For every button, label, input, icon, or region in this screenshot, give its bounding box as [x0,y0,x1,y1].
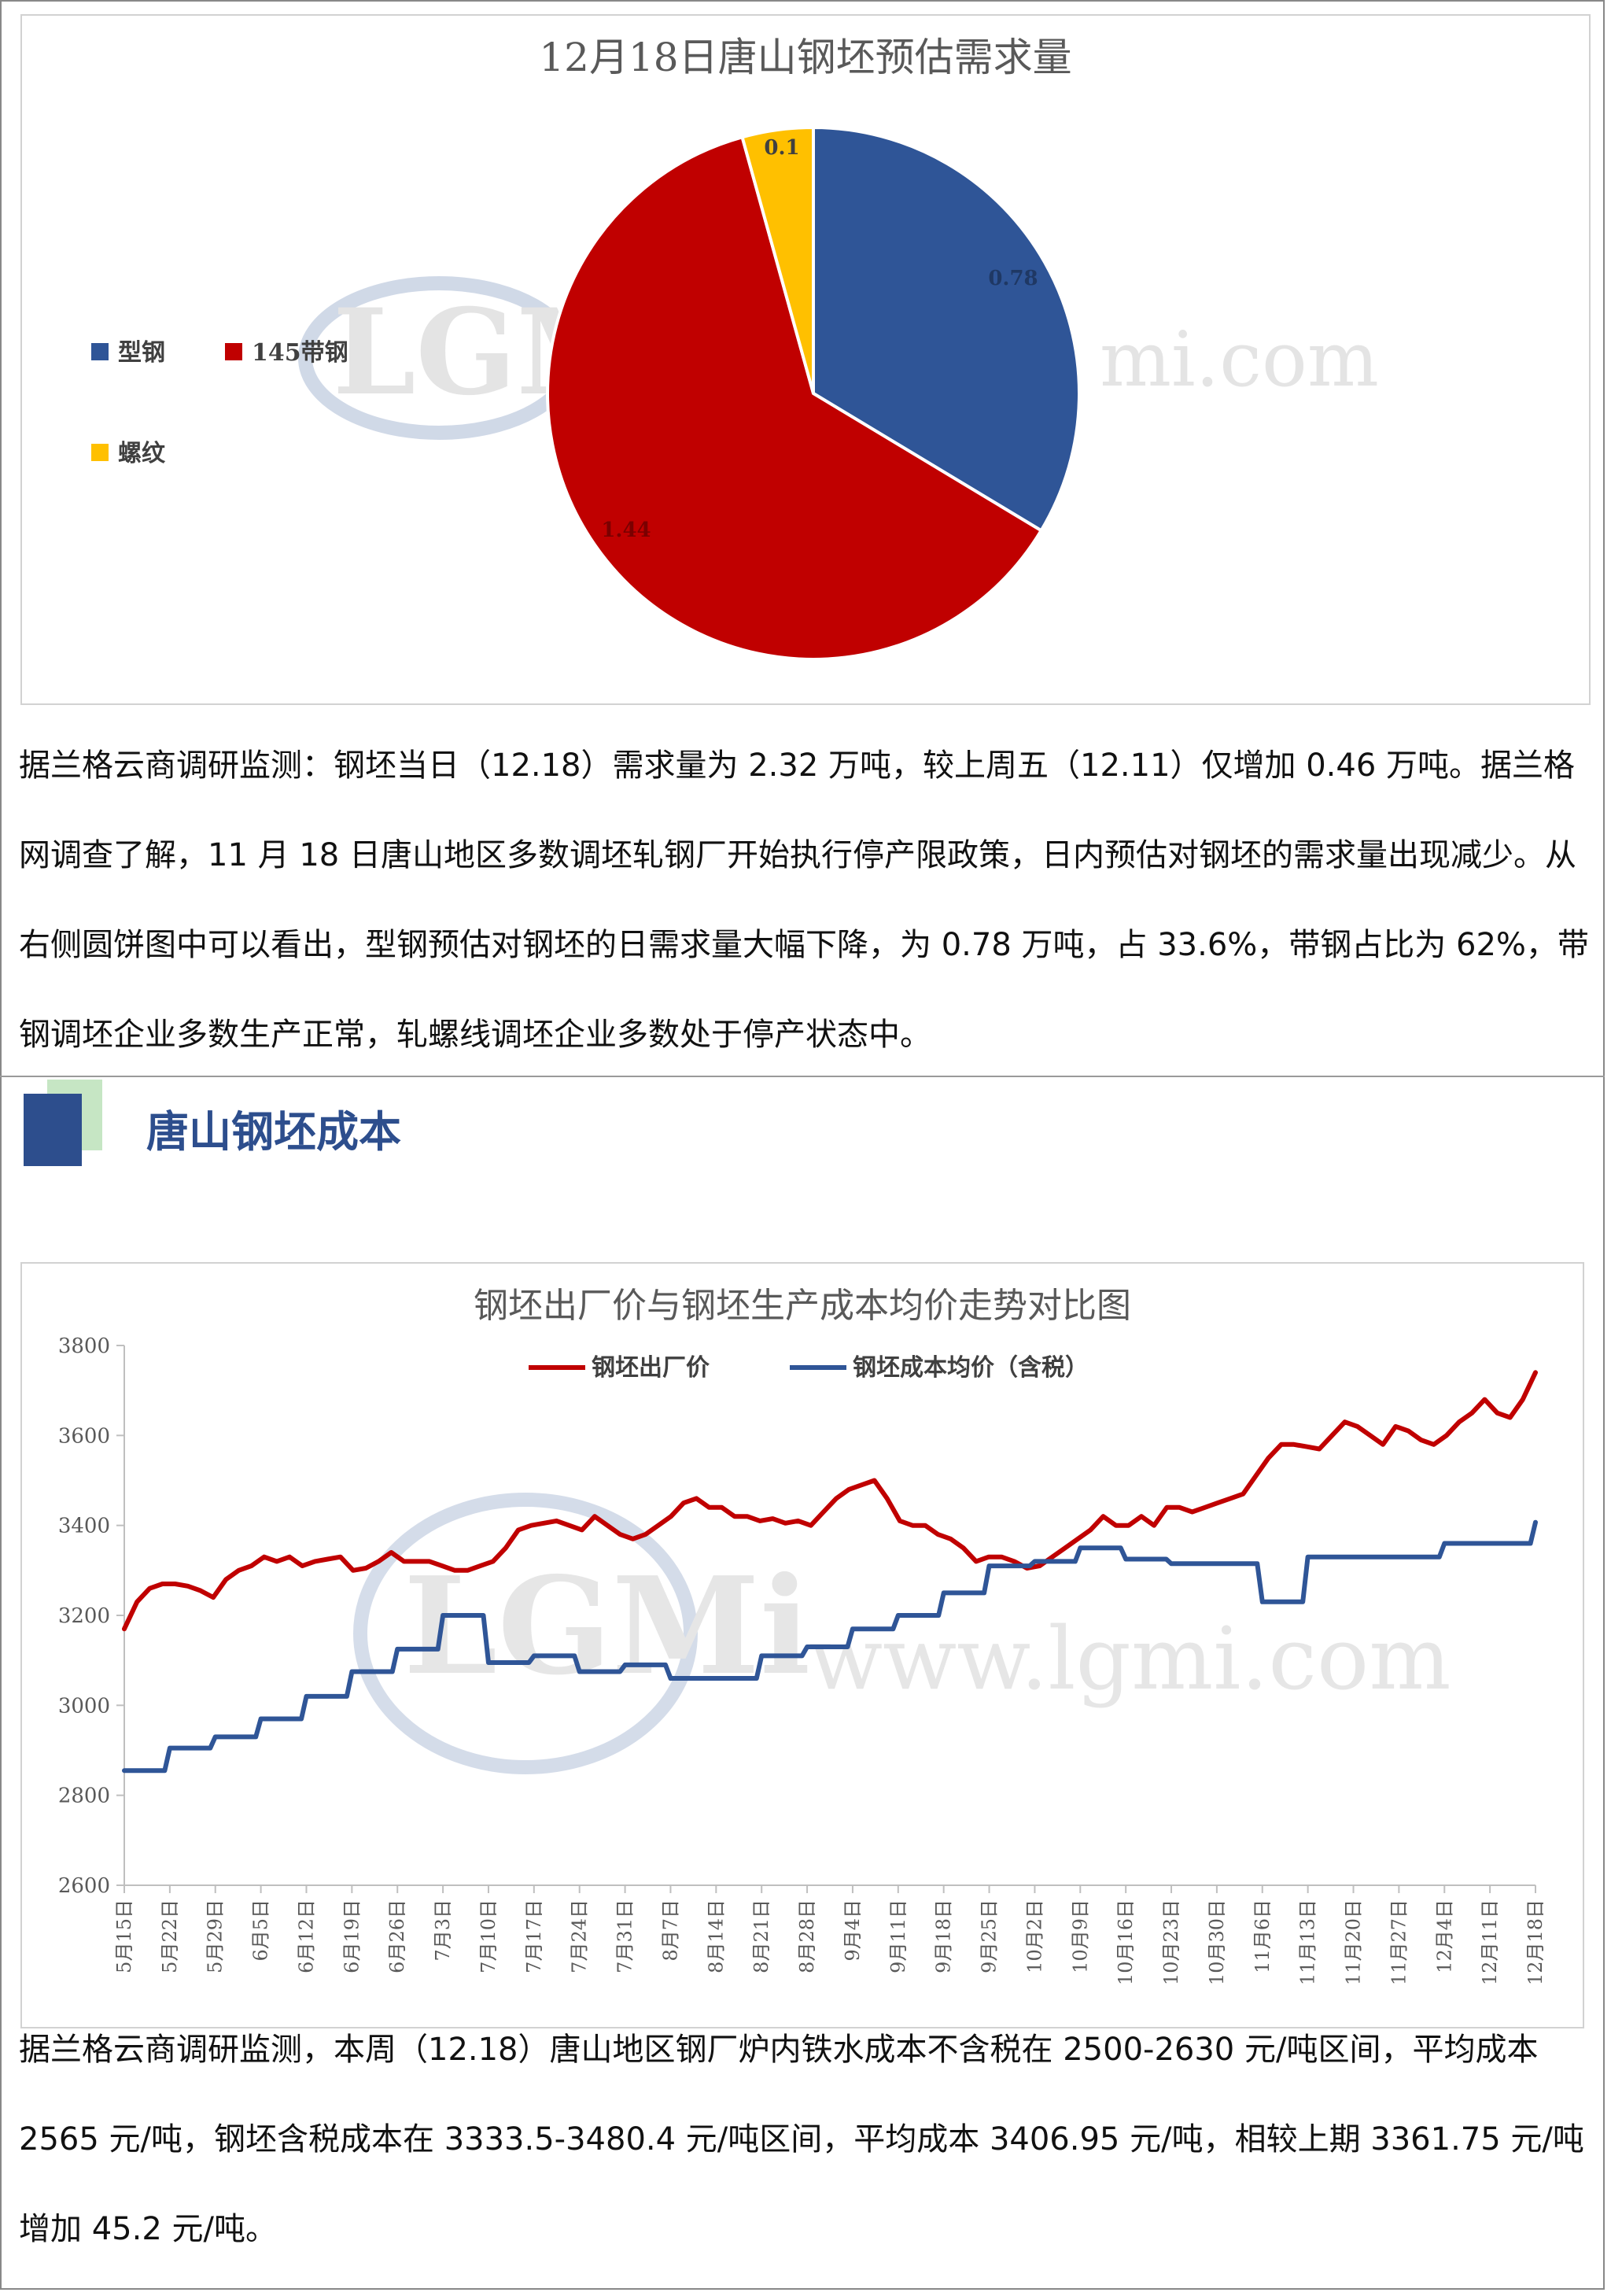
pie-chart: LGMi mi.com 12月18日唐山钢坯预估需求量 0.781.440.1 … [91,35,1379,661]
watermark-url-top: mi.com [1100,316,1379,404]
legend-label: 型钢 [118,339,165,367]
pie-slice-3 [740,125,815,394]
pie-data-label: 0.78 [988,267,1038,290]
pie-slice-1 [812,125,1082,533]
y-tick-label: 3400 [58,1515,110,1538]
pie-chart-title: 12月18日唐山钢坯预估需求量 [539,35,1071,80]
x-tick-label: 11月27日 [1388,1899,1410,1985]
legend-swatch [91,343,109,360]
pie-slices: 0.78 1.44 0.1 [546,125,1082,661]
x-tick-label: 5月22日 [159,1899,181,1973]
section-icon [24,1094,82,1166]
x-tick-label: 10月30日 [1206,1899,1228,1985]
x-tick-label: 12月11日 [1479,1899,1501,1985]
x-tick-label: 10月23日 [1160,1899,1182,1985]
pie-chart-panel: LGMi mi.com 12月18日唐山钢坯预估需求量 0.78 1.44 0.1 … [20,14,1591,705]
line-chart-panel: LGMi www.lgmi.com 钢坯出厂价与钢坯生产成本均价走势对比图 26… [20,1262,1584,2028]
legend-swatch [225,343,242,360]
pie-slice-2 [546,135,1044,661]
y-tick-label: 2800 [58,1785,110,1808]
section-title: 唐山钢坯成本 [146,1107,401,1157]
x-tick-label: 7月31日 [614,1899,636,1973]
series-line-1 [122,1370,1538,1632]
x-tick-label: 12月4日 [1433,1899,1455,1973]
x-tick-label: 9月11日 [887,1899,909,1973]
x-tick-label: 10月2日 [1023,1899,1045,1973]
y-tick-label: 3800 [58,1334,110,1358]
legend-swatch [91,444,109,461]
line-series [122,1370,1538,1774]
x-tick-label: 5月15日 [113,1899,135,1973]
x-tick-label: 11月20日 [1343,1899,1365,1985]
y-tick-label: 3000 [58,1694,110,1718]
series-line-2 [122,1519,1538,1774]
pie-data-label: 0.1 [764,136,799,160]
x-tick-label: 8月14日 [705,1899,727,1973]
pie-data-label: 1.44 [601,519,651,542]
watermark-url-bottom: www.lgmi.com [809,1608,1451,1709]
legend-label: 螺纹 [118,440,166,467]
x-tick-label: 11月13日 [1297,1899,1319,1985]
x-tick-label: 8月21日 [750,1899,772,1973]
line-chart: LGMi www.lgmi.com 钢坯出厂价与钢坯生产成本均价走势对比图 26… [58,1286,1546,1985]
x-tick-label: 9月4日 [842,1899,864,1962]
x-tick-label: 6月12日 [295,1899,317,1973]
cost-paragraph: 据兰格云商调研监测，本周（12.18）唐山地区钢厂炉内铁水成本不含税在 2500… [19,2032,1584,2247]
line-legend: 钢坯出厂价 钢坯成本均价（含税） [529,1354,1089,1382]
line-axes: 2600 2800 3000 3200 3400 3600 3800 5月15日 5月22日 5月… [58,1334,1546,1985]
x-tick-label: 5月29日 [205,1899,227,1973]
x-tick-label: 6月5日 [250,1899,272,1962]
x-tick-label: 6月19日 [341,1899,363,1973]
x-tick-label: 11月6日 [1252,1899,1274,1973]
legend-label: 钢坯出厂价 [592,1354,710,1382]
x-tick-label: 8月28日 [796,1899,818,1973]
x-tick-label: 9月18日 [933,1899,955,1973]
x-tick-label: 10月16日 [1115,1899,1137,1985]
x-tick-label: 7月10日 [477,1899,500,1973]
y-tick-label: 3600 [58,1424,110,1448]
x-tick-label: 6月26日 [386,1899,408,1973]
section-divider [0,1076,1605,1077]
watermark: LGMi www.lgmi.com [353,1493,1451,1774]
x-tick-label: 7月3日 [432,1899,454,1962]
x-tick-label: 9月25日 [979,1899,1001,1973]
y-tick-label: 3200 [58,1604,110,1628]
line-chart-title: 钢坯出厂价与钢坯生产成本均价走势对比图 [474,1286,1131,1326]
x-tick-label: 8月7日 [659,1899,681,1962]
x-tick-label: 12月18日 [1524,1899,1546,1985]
x-tick-label: 7月17日 [523,1899,545,1973]
x-tick-label: 7月24日 [569,1899,591,1973]
legend-label: 钢坯成本均价（含税） [853,1354,1089,1382]
demand-paragraph: 据兰格云商调研监测：钢坯当日（12.18）需求量为 2.32 万吨，较上周五（1… [19,747,1589,1053]
y-tick-label: 2600 [58,1874,110,1898]
legend-label: 145带钢 [252,339,348,367]
x-tick-label: 10月9日 [1069,1899,1091,1973]
